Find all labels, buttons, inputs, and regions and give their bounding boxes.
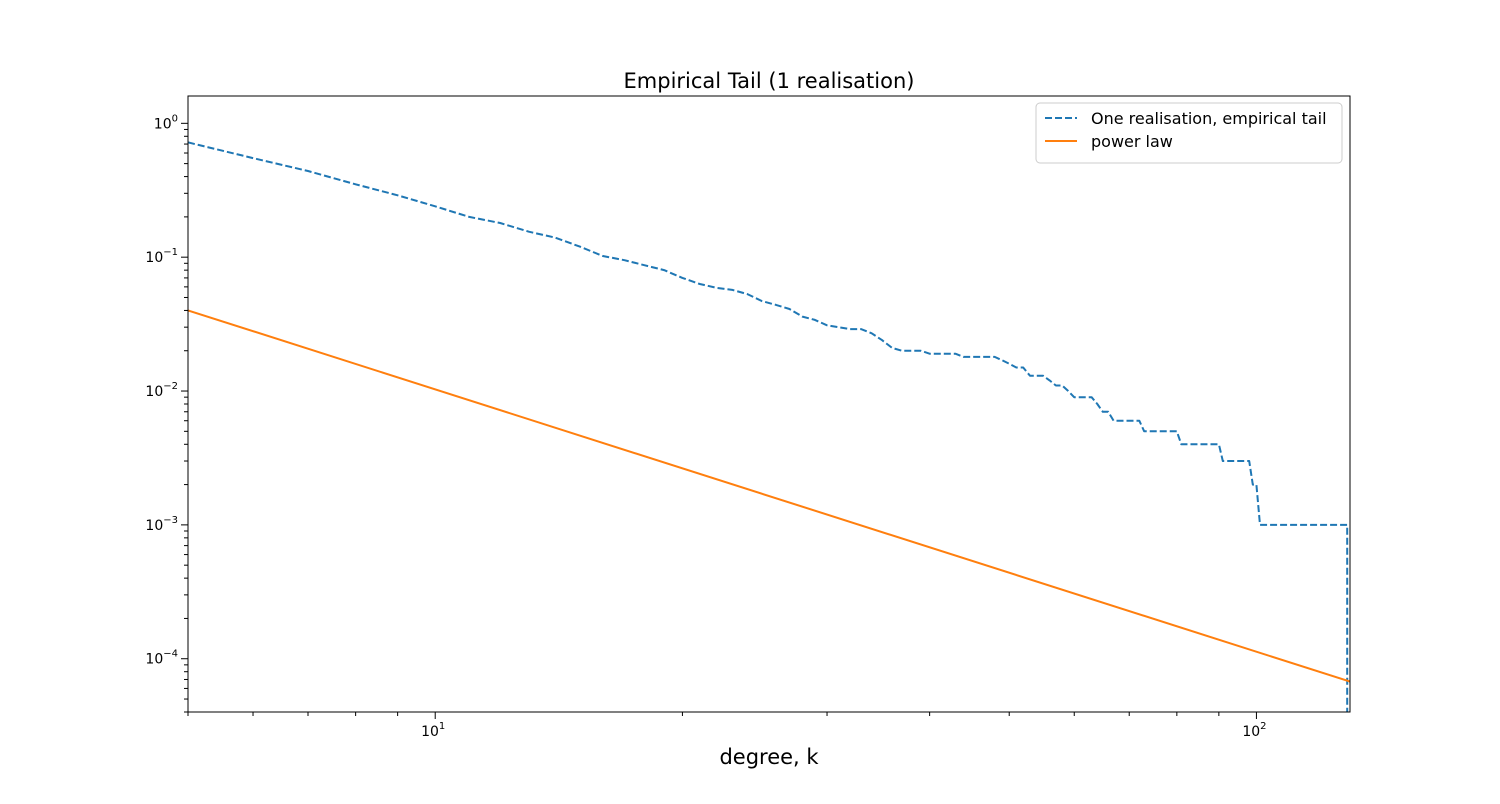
y-tick-label: 10−1 xyxy=(145,247,178,266)
legend-box xyxy=(1035,102,1343,164)
y-axis: 100 10−1 10−2 10−3 10−4 xyxy=(145,113,188,713)
x-tick-label: 102 xyxy=(1242,721,1266,740)
plot-frame xyxy=(187,95,1351,713)
y-tick-label: 10−3 xyxy=(145,515,178,534)
series-layer xyxy=(188,141,1350,712)
chart-title: Empirical Tail (1 realisation) xyxy=(624,69,915,93)
y-tick-label: 10−4 xyxy=(145,649,178,668)
legend-label-0: One realisation, empirical tail xyxy=(1091,109,1327,128)
x-axis-label: degree, k xyxy=(719,745,819,769)
x-tick-label: 101 xyxy=(421,721,445,740)
legend-label-1: power law xyxy=(1091,132,1173,151)
series-line-1 xyxy=(188,309,1350,683)
y-tick-label: 100 xyxy=(154,113,178,132)
x-axis: 101 102 xyxy=(187,712,1267,740)
series-line-0 xyxy=(188,141,1349,712)
y-tick-label: 10−2 xyxy=(145,381,178,400)
legend: One realisation, empirical tail power law xyxy=(1035,102,1343,164)
